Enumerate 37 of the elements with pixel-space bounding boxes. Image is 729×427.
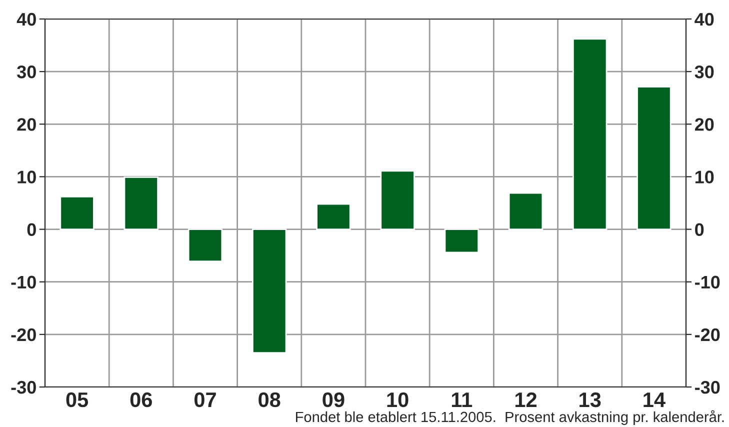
y2-tick-label: 30 [694,66,714,78]
y2-tick-label: 20 [694,118,714,131]
y-tick-label: 20 [17,118,36,131]
bar [572,38,608,230]
y-tick-label: -30 [11,380,36,394]
x-tick-label: 11 [452,392,472,407]
x-tick-label: 05 [66,392,88,408]
y-tick-label: 30 [17,66,36,78]
bar [636,86,672,230]
bar [188,228,223,262]
bar [316,203,351,230]
x-tick-label: 13 [580,392,601,408]
x-tick-label: 09 [322,392,344,408]
text: Fondet ble etablert 15.11.2005. Prosent avkastning pr. kalenderår. [296,410,724,425]
bar [124,176,159,230]
x-tick-label: 10 [387,392,408,408]
y-tick-label: 10 [18,170,36,184]
x-tick-label: 12 [515,392,537,407]
y2-tick-label: 40 [694,12,714,26]
bar [508,192,544,230]
y2-tick-label: -20 [695,328,720,342]
y2-tick-label: 10 [695,170,714,184]
x-tick-label: 06 [130,392,152,408]
y2-tick-label: -10 [695,276,720,289]
x-tick-label: 07 [194,392,216,408]
x-tick-label: 14 [644,392,666,407]
bar [444,228,480,254]
bar [252,228,287,354]
y2-tick-label: 0 [695,223,704,236]
y-tick-label: 0 [27,223,36,236]
y-tick-label: -10 [11,276,36,289]
x-tick-label: 08 [258,392,280,408]
bar [380,170,415,230]
bar [60,196,94,230]
y2-tick-label: -30 [695,380,720,394]
y-tick-label: -20 [11,328,36,342]
y-tick-label: 40 [16,12,36,26]
